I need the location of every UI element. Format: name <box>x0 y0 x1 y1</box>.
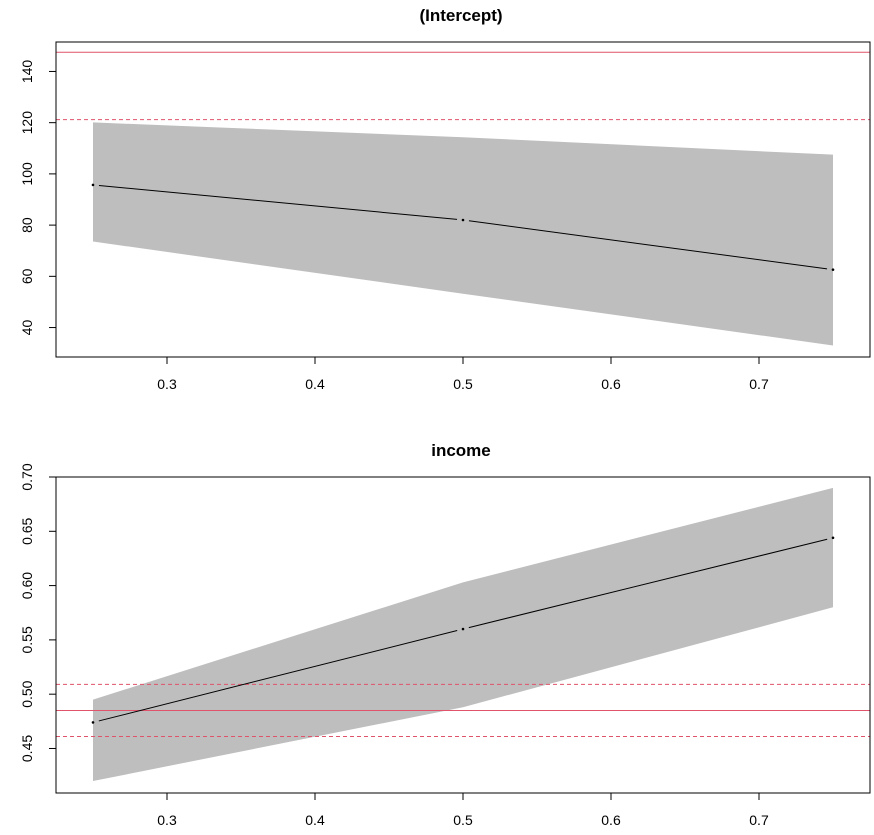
estimate-line-segment <box>468 538 828 629</box>
estimate-point <box>461 218 465 222</box>
y-tick-label: 0.60 <box>19 572 35 599</box>
confidence-band <box>93 487 833 782</box>
panel-2: 0.3 0.4 0.5 0.6 0.7 0.45 0.50 0.55 0.60 0.65 0.70 i… <box>19 441 871 828</box>
estimate-point <box>461 627 465 631</box>
plot-area <box>56 51 870 346</box>
y-tick-label: 60 <box>19 268 35 284</box>
estimate-line-segment <box>98 184 458 220</box>
y-tick-label: 140 <box>19 60 35 84</box>
estimate-point <box>831 536 835 540</box>
x-tick-label: 0.6 <box>601 812 621 828</box>
chart-title: income <box>431 441 491 460</box>
panel-1: 0.3 0.4 0.5 0.6 0.7 40 60 80 100 120 140 (Intercept… <box>19 6 871 392</box>
x-tick-label: 0.5 <box>453 812 473 828</box>
y-tick-label: 100 <box>19 162 35 186</box>
y-tick-label: 0.50 <box>19 680 35 707</box>
y-tick-label: 0.45 <box>19 735 35 762</box>
estimate-line-segment <box>98 630 458 722</box>
estimate-point <box>91 183 95 187</box>
x-tick-label: 0.5 <box>453 376 473 392</box>
confidence-band <box>93 122 833 346</box>
x-tick-label: 0.4 <box>305 812 325 828</box>
plot-area <box>56 487 870 782</box>
y-tick-label: 0.70 <box>19 463 35 490</box>
x-tick-label: 0.7 <box>749 376 769 392</box>
estimate-point <box>831 268 835 271</box>
estimate-point <box>91 721 95 724</box>
y-tick-label: 40 <box>19 320 35 336</box>
chart-title: (Intercept) <box>419 6 502 25</box>
estimate-line-segment <box>468 220 828 270</box>
y-tick-label: 0.65 <box>19 517 35 544</box>
x-tick-label: 0.4 <box>305 376 325 392</box>
x-tick-label: 0.7 <box>749 812 769 828</box>
y-tick-label: 120 <box>19 111 35 135</box>
y-tick-label: 0.55 <box>19 626 35 653</box>
x-tick-label: 0.6 <box>601 376 621 392</box>
x-tick-label: 0.3 <box>157 812 177 828</box>
y-tick-label: 80 <box>19 217 35 233</box>
x-tick-label: 0.3 <box>157 376 177 392</box>
